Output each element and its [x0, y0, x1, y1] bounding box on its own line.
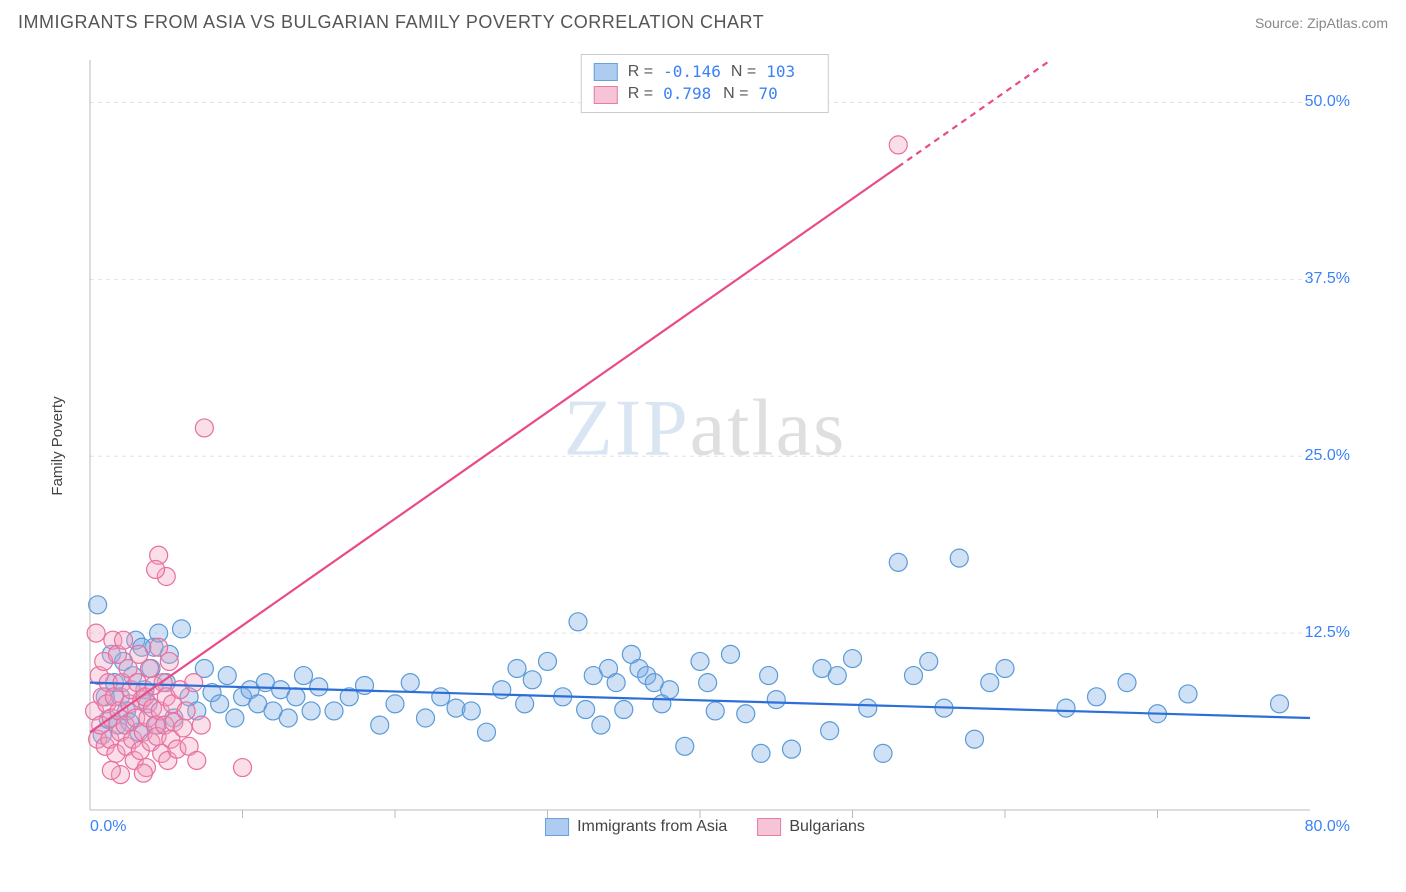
n-label: N =	[731, 61, 756, 83]
swatch-asia	[594, 63, 618, 81]
y-tick-label: 12.5%	[1305, 624, 1350, 642]
series-legend: Immigrants from Asia Bulgarians	[545, 818, 865, 836]
n-label: N =	[723, 83, 748, 105]
y-tick-label: 37.5%	[1305, 270, 1350, 288]
y-tick-label: 25.0%	[1305, 447, 1350, 465]
r-value-asia: -0.146	[663, 61, 721, 83]
stats-row-bulgarians: R = 0.798 N = 70	[594, 83, 816, 105]
legend-item-bulgarians[interactable]: Bulgarians	[757, 818, 865, 836]
scatter-chart-svg	[50, 50, 1360, 840]
stats-legend: R = -0.146 N = 103 R = 0.798 N = 70	[581, 54, 829, 113]
n-value-asia: 103	[766, 61, 816, 83]
y-tick-label: 50.0%	[1305, 93, 1350, 111]
legend-item-asia[interactable]: Immigrants from Asia	[545, 818, 727, 836]
r-label: R =	[628, 61, 653, 83]
source-label: Source:	[1255, 15, 1303, 31]
swatch-bulgarians	[757, 818, 781, 836]
x-tick-label-min: 0.0%	[90, 818, 126, 836]
swatch-bulgarians	[594, 86, 618, 104]
x-tick-label-max: 80.0%	[1305, 818, 1350, 836]
r-value-bulgarians: 0.798	[663, 83, 713, 105]
stats-row-asia: R = -0.146 N = 103	[594, 61, 816, 83]
chart-area: ZIPatlas 12.5% 25.0% 37.5% 50.0% 0.0% 80…	[50, 50, 1360, 840]
n-value-bulgarians: 70	[758, 83, 808, 105]
chart-title: IMMIGRANTS FROM ASIA VS BULGARIAN FAMILY…	[18, 12, 764, 33]
r-label: R =	[628, 83, 653, 105]
swatch-asia	[545, 818, 569, 836]
legend-label-bulgarians: Bulgarians	[789, 818, 865, 836]
source-site[interactable]: ZipAtlas.com	[1307, 15, 1388, 31]
source-credit: Source: ZipAtlas.com	[1255, 15, 1388, 31]
legend-label-asia: Immigrants from Asia	[577, 818, 727, 836]
